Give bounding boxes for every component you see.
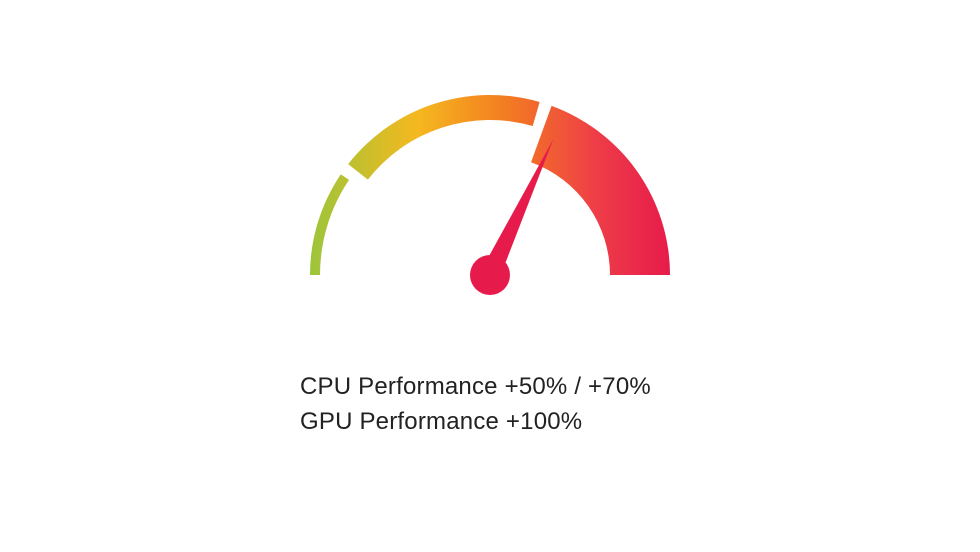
gauge-container [270, 75, 710, 315]
gauge-segment-3 [531, 106, 670, 275]
gauge-segment-1 [310, 174, 349, 275]
caption-line-cpu: CPU Performance +50% / +70% [300, 370, 651, 405]
canvas: CPU Performance +50% / +70% GPU Performa… [0, 0, 980, 552]
gauge-segment-2 [348, 95, 539, 180]
caption-block: CPU Performance +50% / +70% GPU Performa… [300, 370, 651, 440]
gauge-pivot [470, 255, 510, 295]
gauge-icon [290, 75, 690, 315]
caption-line-gpu: GPU Performance +100% [300, 405, 651, 440]
